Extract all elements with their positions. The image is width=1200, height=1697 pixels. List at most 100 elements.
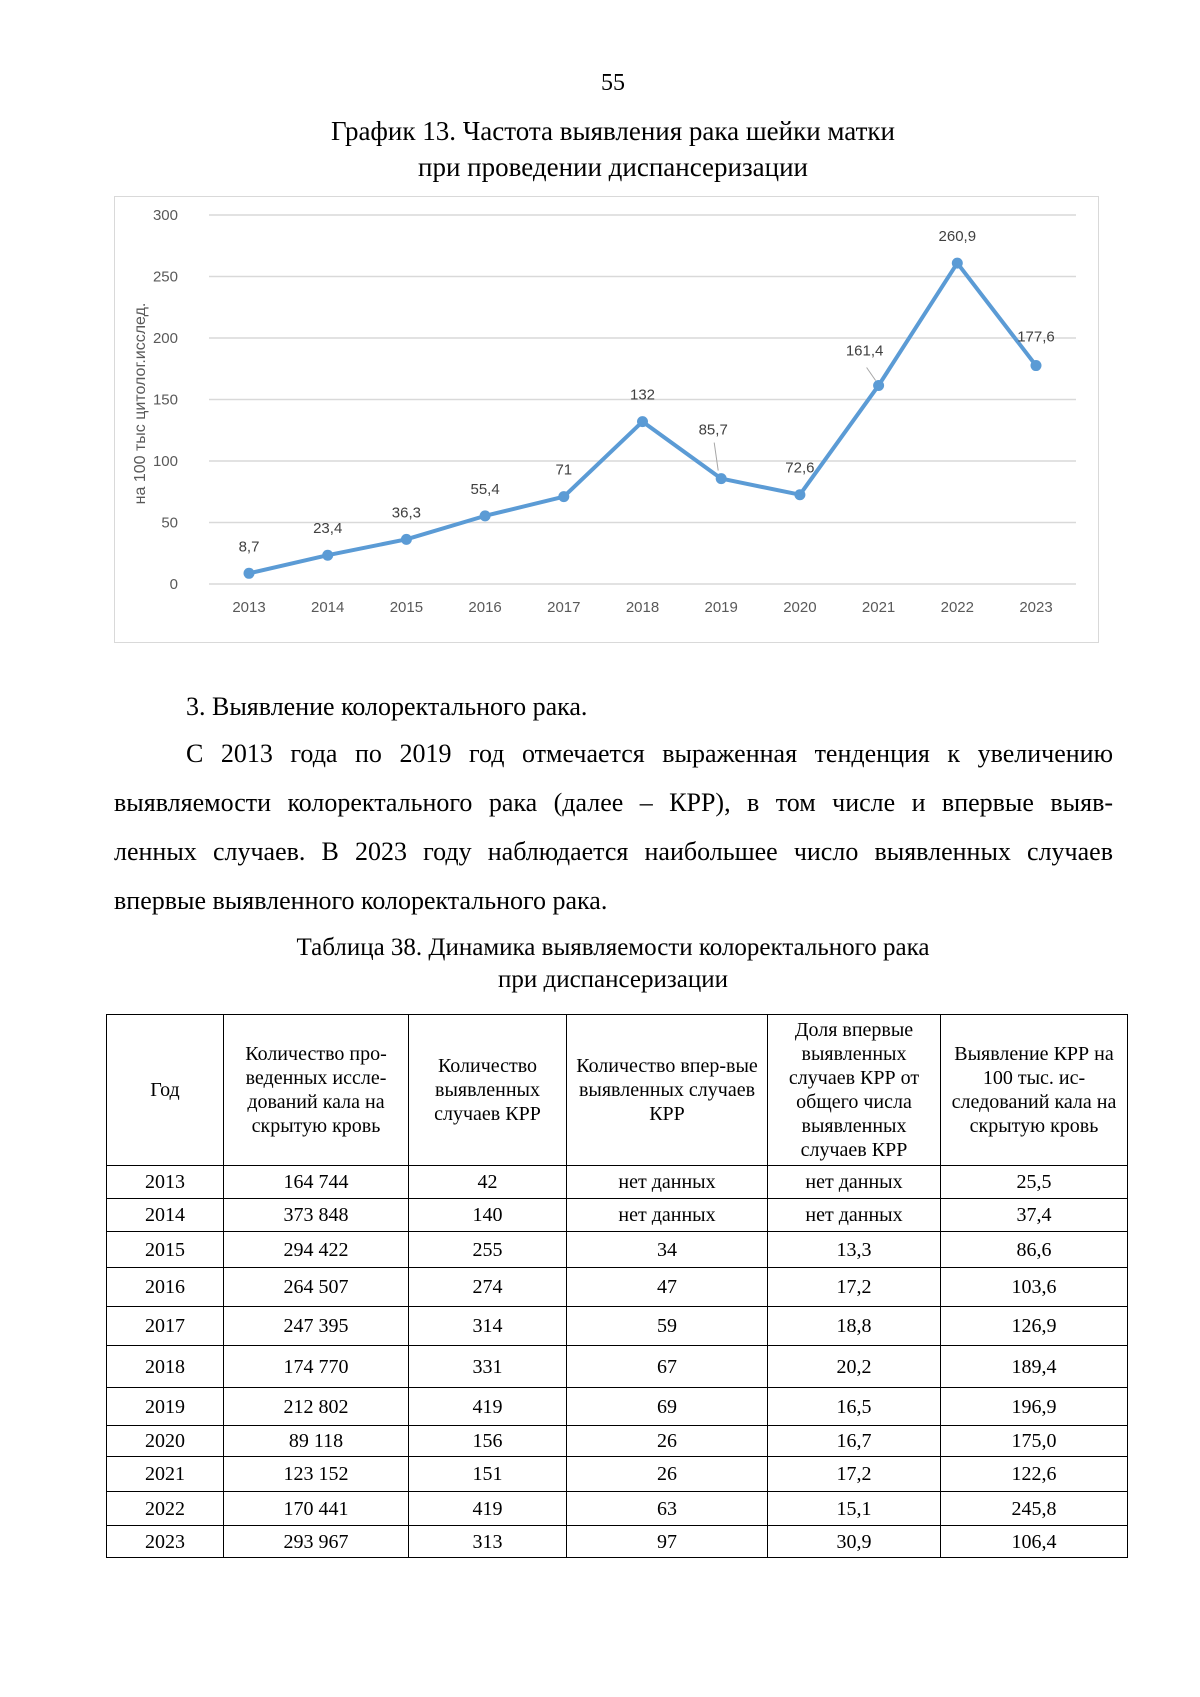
table-cell: 2022	[106, 1491, 224, 1526]
chart-frame	[114, 196, 1099, 643]
table-cell: 67	[566, 1345, 768, 1388]
table-cell: 2021	[106, 1456, 224, 1492]
table-cell: 25,5	[940, 1165, 1128, 1199]
line-chart: 0 50 100 150 200 250 300 2013 2014 2015 2016 2017 20…	[132, 207, 1076, 616]
table-caption-line-1: Таблица 38. Динамика выявляемости колоре…	[296, 934, 930, 961]
table-row: 2016 264 507 274 47 17,2 103,6	[106, 1267, 1128, 1307]
table-cell: 69	[566, 1387, 768, 1426]
column-header: Количество про-веденных иссле-дований ка…	[223, 1014, 409, 1166]
table-cell: 274	[408, 1267, 567, 1307]
table-row: 2018 174 770 331 67 20,2 189,4	[106, 1345, 1128, 1388]
paragraph-line: ленных случаев. В 2023 году наблюдается …	[114, 837, 1113, 866]
y-axis-title: на 100 тыс цитолог.исслед.	[132, 303, 149, 505]
table-cell: 18,8	[767, 1306, 941, 1346]
data-label: 71	[555, 462, 572, 479]
leader-line	[713, 442, 719, 471]
table-cell: 47	[566, 1267, 768, 1307]
table-cell: 17,2	[767, 1456, 941, 1492]
table-cell: 245,8	[940, 1491, 1128, 1526]
table-cell: 2019	[106, 1387, 224, 1426]
y-tick-label: 150	[153, 392, 178, 409]
column-header: Выявление КРР на 100 тыс. ис-следований …	[940, 1014, 1128, 1166]
paragraph-line: С 2013 года по 2019 год отмечается выраж…	[186, 739, 1113, 768]
y-tick-label: 50	[161, 515, 178, 532]
table-cell: 26	[566, 1425, 768, 1457]
table-cell: 63	[566, 1491, 768, 1526]
table-cell: 293 967	[223, 1525, 409, 1558]
table-cell: 164 744	[223, 1165, 409, 1199]
x-tick-label: 2015	[390, 599, 423, 616]
table-cell: нет данных	[566, 1198, 768, 1232]
data-label: 85,7	[699, 422, 728, 439]
data-point	[1030, 360, 1042, 372]
page-number: 55	[601, 70, 625, 96]
table-cell: 16,5	[767, 1387, 941, 1426]
table-cell: 59	[566, 1306, 768, 1346]
table-row: 2023 293 967 313 97 30,9 106,4	[106, 1525, 1128, 1558]
leader-line	[866, 367, 877, 381]
table-cell: 37,4	[940, 1198, 1128, 1232]
table-cell: 2014	[106, 1198, 224, 1232]
x-tick-label: 2020	[783, 599, 816, 616]
table-cell: 126,9	[940, 1306, 1128, 1346]
data-point	[400, 533, 412, 545]
table-cell: 151	[408, 1456, 567, 1492]
table-cell: 106,4	[940, 1525, 1128, 1558]
column-header: Год	[106, 1014, 224, 1166]
data-label: 72,6	[785, 460, 814, 477]
column-header: Количество впер-вые выявленных случаев К…	[566, 1014, 768, 1166]
data-label: 55,4	[470, 481, 499, 498]
table-cell: 419	[408, 1491, 567, 1526]
x-tick-label: 2013	[232, 599, 265, 616]
table-cell: 13,3	[767, 1231, 941, 1268]
section-heading: 3. Выявление колоректального рака.	[186, 692, 588, 721]
x-tick-label: 2017	[547, 599, 580, 616]
table-cell: нет данных	[566, 1165, 768, 1199]
table-cell: 175,0	[940, 1425, 1128, 1457]
crc-detection-table: Год Количество про-веденных иссле-дований…	[106, 1014, 1128, 1558]
y-tick-label: 250	[153, 269, 178, 286]
data-point	[558, 491, 570, 503]
table-cell: 313	[408, 1525, 567, 1558]
x-tick-label: 2022	[941, 599, 974, 616]
x-tick-label: 2014	[311, 599, 344, 616]
data-label: 177,6	[1017, 329, 1055, 346]
table-row: 2020 89 118 156 26 16,7 175,0	[106, 1425, 1128, 1457]
table-cell: 140	[408, 1198, 567, 1232]
chart-title-line-1: График 13. Частота выявления рака шейки …	[331, 116, 895, 146]
table-cell: 86,6	[940, 1231, 1128, 1268]
column-header: Доля впервые выявленных случаев КРР от о…	[767, 1014, 941, 1166]
table-cell: 16,7	[767, 1425, 941, 1457]
table-cell: 189,4	[940, 1345, 1128, 1388]
table-cell: 314	[408, 1306, 567, 1346]
table-cell: 331	[408, 1345, 567, 1388]
table-header-row: Год Количество про-веденных иссле-дований…	[106, 1014, 1128, 1166]
table-row: 2014 373 848 140 нет данных нет данных 37,4	[106, 1198, 1128, 1232]
x-tick-label: 2019	[705, 599, 738, 616]
y-tick-label: 300	[153, 207, 178, 224]
table-cell: 2016	[106, 1267, 224, 1307]
table-cell: 123 152	[223, 1456, 409, 1492]
table-cell: 42	[408, 1165, 567, 1199]
table-cell: 2018	[106, 1345, 224, 1388]
y-tick-label: 100	[153, 453, 178, 470]
table-cell: 30,9	[767, 1525, 941, 1558]
table-cell: 170 441	[223, 1491, 409, 1526]
table-cell: 212 802	[223, 1387, 409, 1426]
table-cell: 264 507	[223, 1267, 409, 1307]
table-row: 2021 123 152 151 26 17,2 122,6	[106, 1456, 1128, 1492]
data-point	[479, 510, 491, 522]
table-cell: 122,6	[940, 1456, 1128, 1492]
table-cell: 17,2	[767, 1267, 941, 1307]
x-tick-label: 2018	[626, 599, 659, 616]
table-cell: 103,6	[940, 1267, 1128, 1307]
table-cell: 2017	[106, 1306, 224, 1346]
table-row: 2022 170 441 419 63 15,1 245,8	[106, 1491, 1128, 1526]
data-point	[873, 379, 885, 391]
table-cell: 20,2	[767, 1345, 941, 1388]
data-point	[951, 257, 963, 269]
paragraph-line: выявляемости колоректального рака (далее…	[114, 788, 1113, 817]
y-tick-label: 0	[170, 576, 178, 593]
y-tick-label: 200	[153, 330, 178, 347]
table-row: 2019 212 802 419 69 16,5 196,9	[106, 1387, 1128, 1426]
